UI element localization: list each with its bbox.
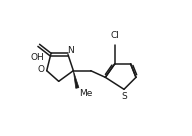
Text: S: S [121,92,127,101]
Text: N: N [67,46,73,55]
Polygon shape [73,71,79,88]
Text: Me: Me [79,89,92,98]
Text: O: O [38,66,45,75]
Text: Cl: Cl [110,31,119,40]
Text: OH: OH [31,53,44,62]
